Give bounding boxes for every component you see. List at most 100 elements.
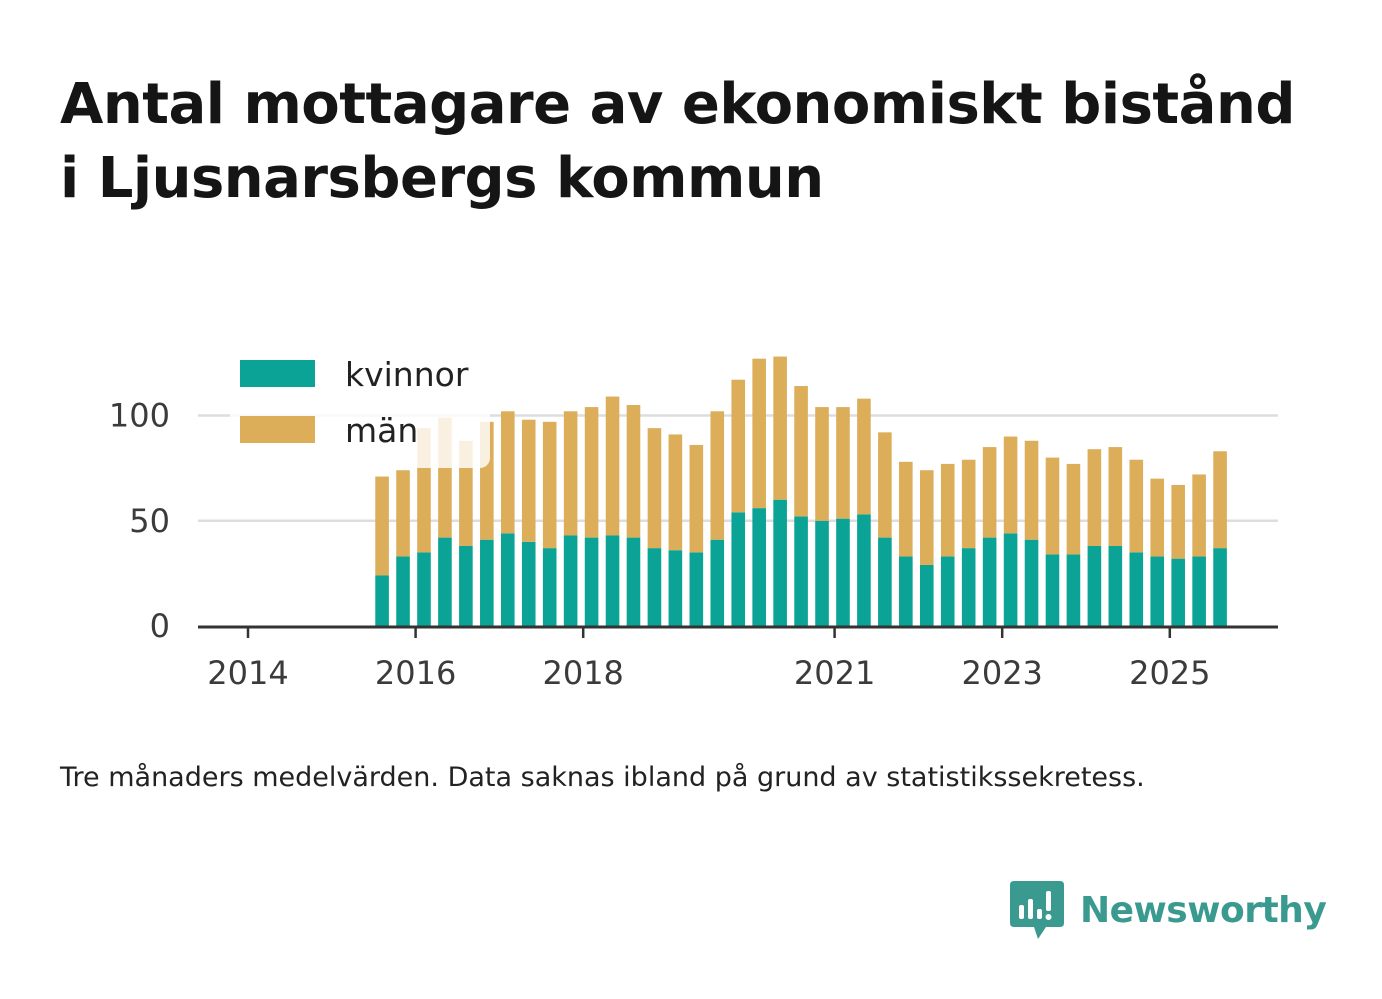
chart-title: Antal mottagare av ekonomiskt bistånd i … <box>60 68 1340 216</box>
bar-kvinnor-14 <box>668 550 683 626</box>
bar-man-8 <box>542 421 557 549</box>
bar-man-28 <box>961 459 976 549</box>
bar-kvinnor-8 <box>542 548 557 626</box>
bar-kvinnor-7 <box>521 541 536 626</box>
bar-kvinnor-6 <box>500 533 515 626</box>
bar-kvinnor-22 <box>836 518 850 626</box>
bar-man-0 <box>375 476 389 576</box>
legend-label-man: män <box>345 411 418 450</box>
bar-kvinnor-32 <box>1045 554 1060 626</box>
bar-kvinnor-29 <box>982 537 997 626</box>
bar-man-30 <box>1003 436 1018 534</box>
bar-kvinnor-21 <box>815 520 829 626</box>
bar-kvinnor-19 <box>773 499 787 626</box>
bar-kvinnor-15 <box>689 552 704 626</box>
x-tick-label-2023: 2023 <box>961 654 1042 692</box>
legend: kvinnor män <box>230 348 490 468</box>
bar-kvinnor-17 <box>731 512 746 626</box>
bar-kvinnor-31 <box>1024 539 1039 626</box>
x-tick-label-2021: 2021 <box>794 654 875 692</box>
bar-kvinnor-12 <box>626 537 641 626</box>
stacked-bar-chart: 0 50 100 2014 2016 2018 2021 2023 2025 kvinnor m… <box>108 348 1278 692</box>
bar-kvinnor-24 <box>878 537 892 626</box>
bar-man-20 <box>794 386 808 517</box>
bar-kvinnor-18 <box>752 508 766 626</box>
bar-kvinnor-20 <box>794 516 808 626</box>
bar-man-38 <box>1171 484 1185 559</box>
bar-kvinnor-10 <box>584 537 599 626</box>
bar-man-15 <box>689 444 704 553</box>
x-tick-label-2014: 2014 <box>207 654 288 692</box>
bar-man-10 <box>584 407 599 538</box>
bar-kvinnor-34 <box>1087 546 1102 626</box>
bar-kvinnor-27 <box>940 556 955 626</box>
bar-kvinnor-2 <box>417 552 431 626</box>
bar-kvinnor-33 <box>1066 554 1081 626</box>
bar-man-22 <box>836 407 850 519</box>
bar-man-32 <box>1045 457 1060 555</box>
bar-kvinnor-39 <box>1192 556 1206 626</box>
brand-name: Newsworthy <box>1080 889 1327 931</box>
bar-kvinnor-1 <box>396 556 410 626</box>
x-tick-label-2016: 2016 <box>375 654 456 692</box>
bar-kvinnor-40 <box>1213 548 1227 626</box>
bar-kvinnor-16 <box>710 539 725 626</box>
bar-kvinnor-28 <box>961 548 976 626</box>
newsworthy-logo-icon <box>1010 881 1064 939</box>
bar-kvinnor-26 <box>919 564 934 626</box>
chart-caption: Tre månaders medelvärden. Data saknas ib… <box>60 762 1145 793</box>
bar-man-26 <box>919 470 934 565</box>
bar-kvinnor-35 <box>1108 546 1123 626</box>
bar-kvinnor-30 <box>1003 533 1018 626</box>
bar-man-27 <box>940 463 955 557</box>
bar-man-19 <box>773 356 787 500</box>
bar-man-18 <box>752 358 766 509</box>
bar-man-9 <box>563 411 578 536</box>
bars <box>375 356 1227 626</box>
bar-man-35 <box>1108 447 1123 547</box>
bar-kvinnor-0 <box>375 575 389 626</box>
bar-man-33 <box>1066 463 1081 555</box>
bar-man-1 <box>396 470 410 557</box>
newsworthy-logo: Newsworthy <box>1010 878 1327 942</box>
bar-man-31 <box>1024 440 1039 540</box>
bar-man-29 <box>982 447 997 538</box>
bar-man-11 <box>605 396 620 536</box>
bar-man-34 <box>1087 449 1102 547</box>
x-tick-label-2018: 2018 <box>542 654 623 692</box>
bar-man-39 <box>1192 474 1206 557</box>
bar-kvinnor-37 <box>1150 556 1165 626</box>
bar-kvinnor-11 <box>605 535 620 626</box>
bar-man-6 <box>500 411 515 534</box>
legend-swatch-kvinnor <box>240 360 315 387</box>
title-line-1: Antal mottagare av ekonomiskt bistånd <box>60 72 1295 137</box>
bar-kvinnor-4 <box>459 546 473 626</box>
legend-swatch-man <box>240 416 315 443</box>
bar-man-36 <box>1129 459 1144 553</box>
bar-man-24 <box>878 432 892 538</box>
bar-kvinnor-5 <box>480 539 494 626</box>
bar-man-25 <box>899 461 913 557</box>
legend-label-kvinnor: kvinnor <box>345 355 469 394</box>
bar-kvinnor-9 <box>563 535 578 626</box>
y-tick-label-50: 50 <box>129 502 170 540</box>
bar-man-12 <box>626 404 641 538</box>
axes: 0 50 100 2014 2016 2018 2021 2023 2025 <box>109 397 1278 692</box>
bar-man-14 <box>668 434 683 551</box>
bar-kvinnor-38 <box>1171 558 1185 626</box>
x-tick-label-2025: 2025 <box>1129 654 1210 692</box>
bar-man-7 <box>521 419 536 542</box>
bar-kvinnor-25 <box>899 556 913 626</box>
y-tick-label-0: 0 <box>150 607 170 645</box>
bar-man-23 <box>857 398 871 515</box>
bar-kvinnor-3 <box>438 537 452 626</box>
title-line-2: i Ljusnarsbergs kommun <box>60 146 824 211</box>
bar-man-37 <box>1150 478 1165 557</box>
bar-man-17 <box>731 379 746 513</box>
bar-man-40 <box>1213 451 1227 549</box>
bar-kvinnor-13 <box>647 548 662 626</box>
y-tick-label-100: 100 <box>109 397 170 435</box>
bar-kvinnor-36 <box>1129 552 1144 626</box>
bar-man-13 <box>647 428 662 549</box>
bar-man-16 <box>710 411 725 540</box>
